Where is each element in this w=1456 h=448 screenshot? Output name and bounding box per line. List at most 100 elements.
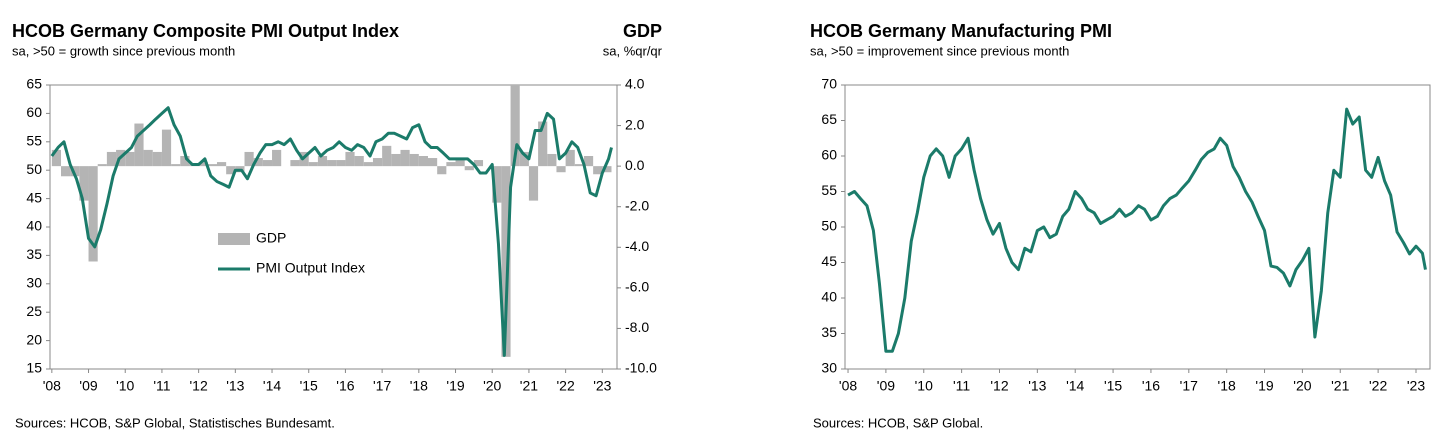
x-tick-label: '14	[263, 378, 281, 394]
y-tick-label: 35	[26, 246, 42, 262]
gdp-bar	[290, 160, 300, 167]
gdp-bar	[510, 85, 520, 167]
gdp-bar	[253, 158, 263, 167]
y2-tick-label: 0.0	[625, 157, 645, 173]
y-tick-label: 40	[821, 289, 837, 305]
gdp-bar	[565, 149, 575, 167]
chart-subtitle: sa, >50 = growth since previous month	[12, 43, 235, 58]
x-tick-label: '22	[556, 378, 574, 394]
gdp-bar	[464, 166, 474, 171]
chart-title: HCOB Germany Composite PMI Output Index	[12, 21, 399, 41]
chart-panel: HCOB Germany Manufacturing PMI sa, >50 = …	[810, 21, 1431, 430]
gdp-bar	[262, 160, 273, 167]
y-tick-label: 55	[26, 133, 42, 149]
source: Sources: HCOB, S&P Global.	[813, 415, 983, 430]
gdp-bar	[372, 158, 383, 167]
y-tick-label: 65	[821, 111, 837, 127]
y-tick-label: 45	[821, 253, 837, 269]
x-tick-label: '12	[990, 378, 1008, 394]
gdp-bar	[317, 156, 328, 167]
x-tick-label: '11	[953, 378, 970, 394]
y-tick-label: 15	[26, 360, 42, 376]
gdp-bar	[519, 151, 529, 167]
y-tick-label: 35	[821, 324, 837, 340]
x-tick-label: '20	[1293, 378, 1311, 394]
plot-area	[847, 107, 1427, 353]
gdp-bar	[382, 145, 392, 167]
y2-tick-label: -10.0	[625, 360, 657, 376]
gdp-bar	[418, 156, 428, 167]
x-tick-label: '14	[1066, 378, 1084, 394]
y2-tick-label: 4.0	[625, 76, 645, 92]
chart-panel: HCOB Germany Composite PMI Output Index s…	[12, 21, 663, 431]
x-tick-label: '17	[373, 378, 391, 394]
y2-tick-label: -2.0	[625, 197, 649, 213]
y-tick-label: 25	[26, 303, 42, 319]
y2-tick-label: 2.0	[625, 116, 645, 132]
gdp-bar	[446, 162, 456, 167]
x-tick-label: '16	[1142, 378, 1160, 394]
x-tick-label: '10	[116, 378, 134, 394]
chart-subtitle: sa, >50 = improvement since previous mon…	[810, 43, 1069, 58]
gdp-bar	[134, 123, 144, 167]
x-tick-label: '09	[79, 378, 97, 394]
plot-frame	[844, 84, 1431, 370]
gdp-bar	[391, 153, 401, 167]
gdp-bar	[308, 162, 318, 167]
gdp-bar	[88, 166, 98, 262]
y-tick-label: 30	[26, 275, 42, 291]
gdp-bar	[437, 166, 447, 175]
gdp-bar	[528, 166, 539, 201]
x-tick-label: '21	[1331, 378, 1349, 394]
gdp-bar	[583, 156, 594, 167]
gdp-bar	[51, 149, 62, 167]
gdp-bar	[400, 149, 410, 167]
gdp-bar	[593, 166, 603, 175]
gdp-bar	[171, 164, 181, 167]
x-tick-label: '09	[877, 378, 895, 394]
x-tick-label: '15	[300, 378, 318, 394]
gdp-bar	[143, 149, 153, 167]
x-tick-label: '16	[336, 378, 354, 394]
y-tick-label: 30	[821, 360, 837, 376]
y2-title: GDP	[623, 21, 662, 41]
gdp-bar	[492, 166, 502, 203]
gdp-bar	[244, 151, 254, 167]
y2-tick-label: -8.0	[625, 319, 649, 335]
x-tick-label: '11	[153, 378, 170, 394]
legend-label: GDP	[256, 230, 286, 246]
legend-swatch	[218, 233, 250, 245]
gdp-bar	[327, 160, 337, 167]
gdp-bar	[428, 158, 438, 167]
x-tick-label: '15	[1104, 378, 1122, 394]
plot-area	[50, 85, 613, 357]
x-tick-label: '13	[226, 378, 244, 394]
pmi-line	[50, 106, 613, 357]
x-tick-label: '18	[410, 378, 428, 394]
source: Sources: HCOB, S&P Global, Statistisches…	[15, 415, 335, 430]
gdp-bar	[226, 166, 236, 175]
x-tick-label: '22	[1369, 378, 1387, 394]
gdp-bar	[79, 166, 89, 201]
x-tick-label: '21	[520, 378, 538, 394]
y-tick-label: 50	[26, 161, 42, 177]
y-tick-label: 60	[821, 147, 837, 163]
x-tick-label: '18	[1218, 378, 1236, 394]
gdp-bar	[106, 151, 117, 167]
x-tick-label: '19	[1255, 378, 1273, 394]
x-tick-label: '20	[483, 378, 501, 394]
legend-label: PMI Output Index	[256, 260, 365, 276]
gdp-bar	[556, 166, 566, 173]
gdp-bar	[345, 151, 355, 167]
x-tick-label: '23	[593, 378, 611, 394]
gdp-bar	[501, 166, 511, 357]
y-tick-label: 65	[26, 76, 42, 92]
gdp-bar	[70, 166, 80, 177]
gdp-bar	[125, 151, 135, 167]
x-tick-label: '10	[915, 378, 933, 394]
y-tick-label: 55	[821, 182, 837, 198]
gdp-bar	[538, 121, 548, 167]
gdp-bar	[363, 162, 373, 167]
gdp-bar	[602, 166, 612, 173]
